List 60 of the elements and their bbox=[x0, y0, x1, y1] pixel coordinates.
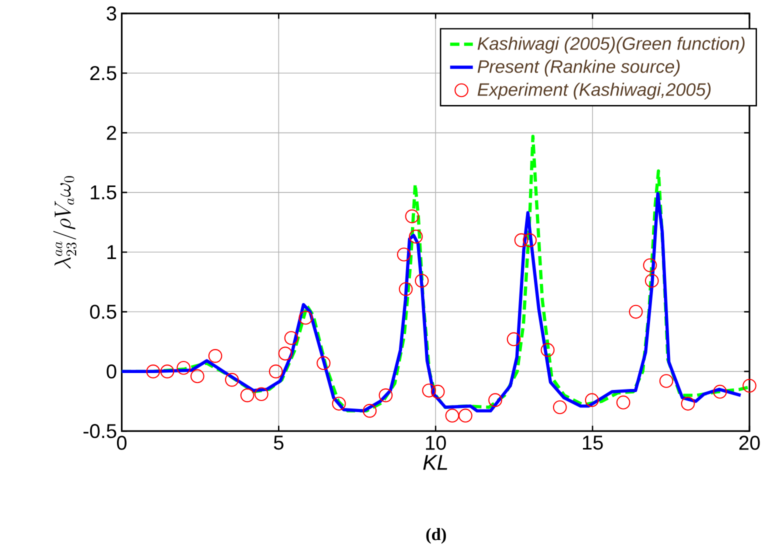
text: (d) bbox=[426, 528, 446, 544]
point bbox=[643, 258, 657, 272]
point bbox=[190, 369, 204, 384]
point bbox=[681, 396, 695, 411]
x-tick-label: 0 bbox=[116, 436, 127, 450]
legend-label: Kashiwagi (2005)(Green function) bbox=[478, 36, 745, 54]
x-tick-label: 15 bbox=[582, 436, 603, 450]
point bbox=[176, 361, 191, 375]
y-tick-label: 0 bbox=[106, 364, 116, 379]
point bbox=[405, 209, 419, 224]
point bbox=[268, 364, 283, 378]
y-tick-label: 0.5 bbox=[90, 304, 116, 319]
point bbox=[332, 396, 346, 411]
point bbox=[316, 356, 330, 370]
point bbox=[284, 331, 298, 346]
point bbox=[146, 364, 160, 378]
point bbox=[422, 384, 436, 398]
point bbox=[584, 393, 599, 408]
point bbox=[644, 274, 659, 288]
y-tick-label: 2.5 bbox=[90, 66, 116, 80]
point bbox=[298, 310, 313, 325]
point bbox=[713, 384, 727, 399]
point bbox=[398, 282, 413, 296]
point bbox=[540, 343, 555, 357]
x-tick-label: 5 bbox=[274, 436, 284, 450]
y-axis-title: $\lambda_{23}^{aa}/\rho V_a\omega_0$ bbox=[53, 176, 76, 269]
point bbox=[362, 404, 377, 418]
point bbox=[628, 304, 643, 319]
point bbox=[160, 364, 174, 378]
y-tick-label: 1 bbox=[107, 245, 116, 260]
point bbox=[458, 408, 472, 423]
point bbox=[552, 400, 567, 414]
point bbox=[742, 378, 756, 393]
point bbox=[240, 388, 254, 402]
x-tick-label: 20 bbox=[739, 436, 760, 450]
point bbox=[414, 274, 429, 288]
point bbox=[378, 388, 393, 402]
point bbox=[408, 230, 423, 244]
legend-label: Experiment (Kashiwagi,2005) bbox=[478, 82, 711, 100]
point bbox=[208, 349, 222, 363]
y-tick-label: 2 bbox=[106, 126, 116, 140]
point bbox=[488, 393, 502, 408]
point bbox=[278, 346, 292, 361]
y-tick-label: -0.5 bbox=[84, 424, 116, 438]
point bbox=[514, 233, 528, 248]
point bbox=[224, 372, 239, 387]
y-tick-label: 1.5 bbox=[90, 186, 116, 200]
point bbox=[396, 248, 411, 262]
point bbox=[254, 387, 268, 402]
point bbox=[445, 408, 460, 423]
point bbox=[522, 233, 537, 248]
legend-label: Present (Rankine source) bbox=[478, 60, 680, 77]
point bbox=[659, 374, 674, 388]
point bbox=[616, 396, 630, 410]
point bbox=[430, 384, 445, 399]
x-axis-title: KL bbox=[423, 455, 448, 470]
line-series bbox=[120, 192, 742, 412]
point bbox=[506, 332, 521, 346]
x-tick-label: 10 bbox=[426, 436, 446, 450]
y-tick-label: 3 bbox=[106, 6, 116, 21]
